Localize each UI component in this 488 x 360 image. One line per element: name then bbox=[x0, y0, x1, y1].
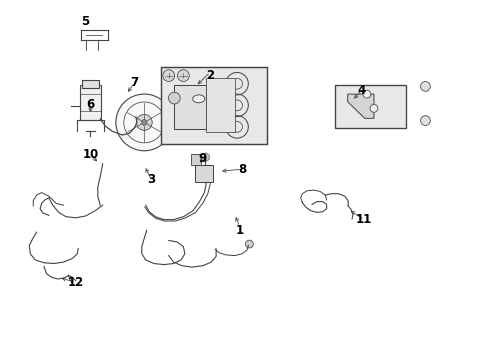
Circle shape bbox=[163, 70, 174, 81]
Circle shape bbox=[420, 81, 429, 91]
Bar bbox=[190, 154, 201, 165]
Text: 8: 8 bbox=[238, 163, 245, 176]
Polygon shape bbox=[347, 94, 373, 118]
Circle shape bbox=[168, 92, 180, 104]
Circle shape bbox=[245, 240, 253, 248]
Circle shape bbox=[136, 114, 152, 130]
Text: 12: 12 bbox=[67, 276, 84, 289]
Bar bbox=[194, 165, 213, 182]
Text: 7: 7 bbox=[130, 76, 138, 89]
Text: 4: 4 bbox=[357, 84, 365, 96]
Bar bbox=[80, 85, 101, 120]
Bar bbox=[174, 85, 206, 129]
Text: 2: 2 bbox=[206, 69, 214, 82]
Bar bbox=[161, 67, 266, 144]
Bar bbox=[334, 85, 405, 128]
Circle shape bbox=[177, 70, 189, 81]
Circle shape bbox=[116, 94, 172, 151]
Bar bbox=[82, 81, 99, 88]
Text: 5: 5 bbox=[81, 15, 89, 28]
Circle shape bbox=[369, 104, 377, 112]
Circle shape bbox=[362, 90, 370, 98]
Bar bbox=[205, 78, 235, 132]
Circle shape bbox=[420, 116, 429, 126]
Text: 10: 10 bbox=[82, 148, 99, 161]
Text: 3: 3 bbox=[147, 174, 155, 186]
Text: 9: 9 bbox=[199, 152, 206, 165]
Text: 1: 1 bbox=[235, 224, 243, 237]
Circle shape bbox=[141, 120, 147, 125]
Polygon shape bbox=[201, 153, 209, 162]
Text: 6: 6 bbox=[86, 98, 94, 111]
Ellipse shape bbox=[192, 95, 204, 103]
Text: 11: 11 bbox=[355, 213, 372, 226]
